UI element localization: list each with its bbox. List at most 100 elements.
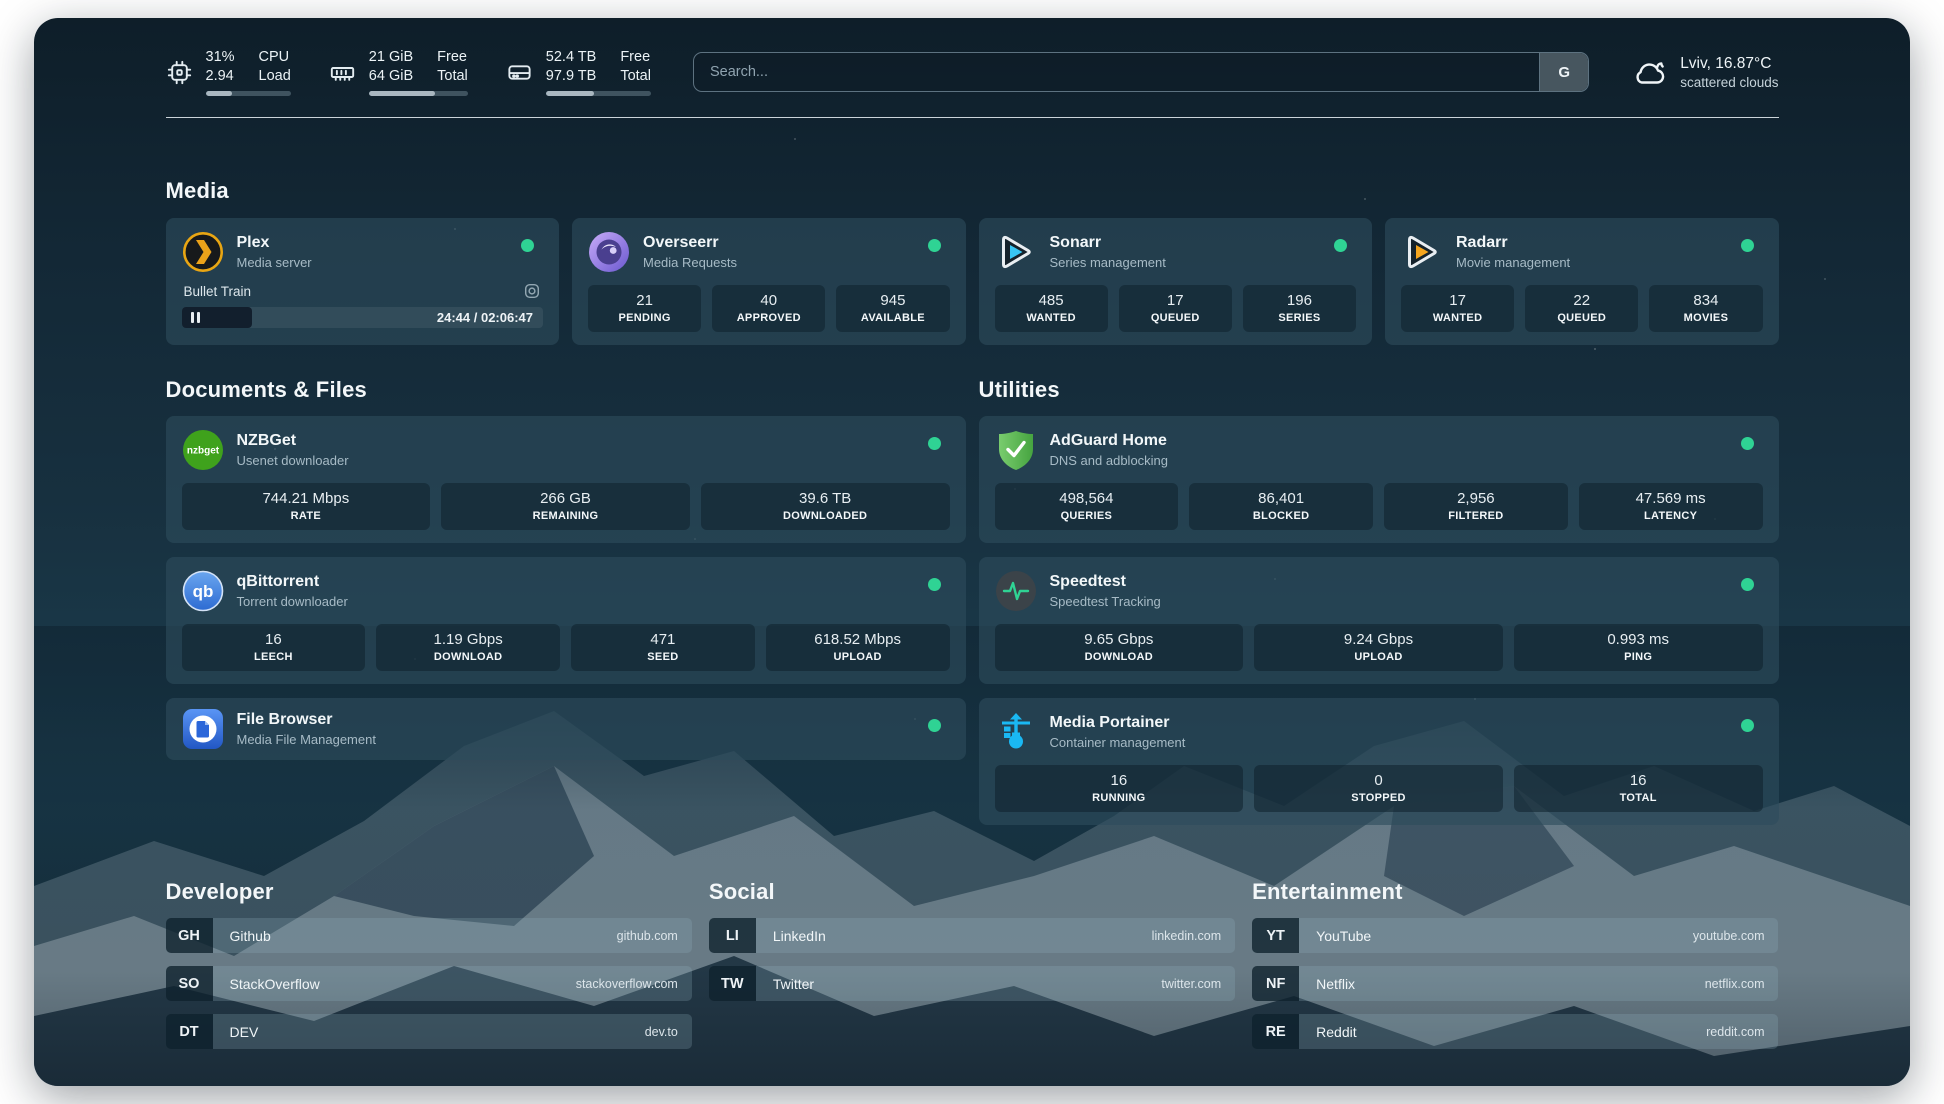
bookmark-reddit[interactable]: RE Reddit reddit.com (1252, 1014, 1779, 1049)
bookmark-url: linkedin.com (1151, 928, 1222, 943)
overseerr-icon (588, 231, 630, 273)
svg-text:nzbget: nzbget (186, 446, 219, 457)
bookmark-url: dev.to (644, 1024, 678, 1039)
bookmark-url: reddit.com (1706, 1024, 1765, 1039)
bookmark-twitter[interactable]: TW Twitter twitter.com (708, 966, 1236, 1001)
stat-box: 1.19 Gbps DOWNLOAD (376, 624, 560, 671)
system-stats: 31% 2.94 CPU Load (166, 48, 651, 97)
documents-column: Documents & Files nzbget NZBGet Usenet d… (165, 377, 966, 760)
stat-box: 9.24 Gbps UPLOAD (1254, 624, 1503, 671)
stat-value: 40 (760, 292, 778, 309)
app-card-plex[interactable]: Plex Media server Bullet Train (165, 218, 559, 345)
bookmark-linkedin[interactable]: LI LinkedIn linkedin.com (708, 918, 1236, 953)
bookmark-netflix[interactable]: NF Netflix netflix.com (1252, 966, 1779, 1001)
app-card-radarr[interactable]: Radarr Movie management 17 WANTED 22 QUE… (1385, 218, 1779, 345)
google-search-button[interactable]: G (1539, 53, 1589, 91)
stat-value: 16 (1110, 772, 1128, 789)
app-title: Sonarr (1049, 234, 1102, 251)
adguard-icon (995, 429, 1037, 471)
section-title-entertainment: Entertainment (1252, 879, 1403, 904)
app-title: Overseerr (643, 234, 719, 251)
stat-label: STOPPED (1351, 792, 1406, 804)
entertainment-column: Entertainment YT YouTube youtube.com NF … (1252, 879, 1779, 1062)
bookmark-abbr: SO (165, 966, 213, 1001)
disk-icon (506, 59, 533, 86)
stat-label: DOWNLOADED (783, 510, 868, 522)
bookmark-name: Reddit (1316, 1023, 1357, 1040)
bookmark-dev[interactable]: DT DEV dev.to (165, 1014, 692, 1049)
filebrowser-icon (182, 708, 224, 750)
stat-value: 744.21 Mbps (262, 490, 350, 507)
app-card-qbittorrent[interactable]: qb qBittorrent Torrent downloader 16 (165, 557, 966, 684)
bookmark-abbr: NF (1252, 966, 1300, 1001)
stat-value: 945 (880, 292, 906, 309)
stat-label: REMAINING (532, 510, 599, 522)
bookmark-url: netflix.com (1704, 976, 1765, 991)
search-input[interactable] (693, 53, 1540, 91)
bookmark-name: Twitter (772, 975, 815, 992)
stat-label: WANTED (1432, 312, 1483, 324)
stat-value: 17 (1449, 292, 1466, 309)
bookmark-stackoverflow[interactable]: SO StackOverflow stackoverflow.com (165, 966, 692, 1001)
stat-label: LEECH (253, 651, 293, 663)
bookmark-github[interactable]: GH Github github.com (165, 918, 692, 953)
app-subtitle: Usenet downloader (236, 453, 349, 468)
utilities-column: Utilities (978, 377, 1779, 825)
social-column: Social LI LinkedIn linkedin.com TW Twitt… (708, 879, 1236, 1014)
disk-stat-widget: 52.4 TB 97.9 TB Free Total (506, 48, 651, 97)
app-subtitle: Container management (1049, 735, 1186, 750)
stat-box: 21 PENDING (588, 285, 702, 332)
memory-labels: Free Total (437, 48, 468, 84)
dashboard-window: 31% 2.94 CPU Load (34, 18, 1910, 1086)
section-title-social: Social (708, 879, 775, 904)
app-card-portainer[interactable]: Media Portainer Container management 16 … (978, 698, 1779, 825)
bookmark-name: StackOverflow (229, 975, 320, 992)
app-card-sonarr[interactable]: Sonarr Series management 485 WANTED 17 Q… (978, 218, 1372, 345)
bookmark-abbr: RE (1252, 1014, 1300, 1049)
app-subtitle: Series management (1049, 255, 1166, 270)
stat-value: 485 (1038, 292, 1064, 309)
stat-value: 39.6 TB (799, 490, 852, 507)
app-card-overseerr[interactable]: Overseerr Media Requests 21 PENDING 40 A… (572, 218, 966, 345)
stat-box: 39.6 TB DOWNLOADED (700, 483, 950, 530)
app-subtitle: Speedtest Tracking (1049, 594, 1161, 609)
stat-label: MOVIES (1683, 312, 1729, 324)
app-card-speedtest[interactable]: Speedtest Speedtest Tracking 9.65 Gbps D… (978, 557, 1779, 684)
stat-box: 16 TOTAL (1513, 765, 1763, 812)
pause-icon (190, 312, 200, 323)
app-title: NZBGet (236, 432, 297, 449)
status-dot (1740, 578, 1754, 591)
bookmark-abbr: DT (165, 1014, 213, 1049)
stat-label: QUERIES (1060, 510, 1113, 522)
app-card-filebrowser[interactable]: File Browser Media File Management (165, 698, 966, 760)
stat-label: LATENCY (1644, 510, 1698, 522)
stat-label: DOWNLOAD (1084, 651, 1154, 663)
stat-value: 834 (1693, 292, 1719, 309)
sonarr-icon (995, 231, 1037, 273)
stat-value: 21 (636, 292, 653, 309)
app-card-adguard[interactable]: AdGuard Home DNS and adblocking 498,564 … (978, 416, 1779, 543)
header-divider (165, 117, 1779, 118)
stat-label: DOWNLOAD (433, 651, 503, 663)
stat-box: 16 RUNNING (994, 765, 1244, 812)
status-dot (1334, 239, 1347, 252)
stat-value: 9.65 Gbps (1084, 631, 1154, 648)
app-card-nzbget[interactable]: nzbget NZBGet Usenet downloader 744.21 M… (165, 416, 966, 543)
stat-box: 16 LEECH (181, 624, 366, 671)
stat-value: 498,564 (1059, 490, 1114, 507)
stat-value: 22 (1573, 292, 1591, 309)
stat-box: 17 WANTED (1401, 285, 1515, 332)
stat-value: 1.19 Gbps (433, 631, 503, 648)
stat-box: 2,956 FILTERED (1384, 483, 1568, 530)
stat-box: 9.65 Gbps DOWNLOAD (994, 624, 1244, 671)
session-view-icon[interactable] (523, 282, 541, 300)
stat-box: 744.21 Mbps RATE (181, 483, 431, 530)
stat-label: APPROVED (736, 312, 801, 324)
disk-labels: Free Total (620, 48, 651, 84)
app-title: qBittorrent (236, 573, 320, 590)
stat-value: 16 (265, 631, 282, 648)
disk-usage-bar (545, 91, 651, 97)
bookmark-youtube[interactable]: YT YouTube youtube.com (1252, 918, 1779, 953)
section-title-media: Media (165, 178, 229, 203)
stat-box: 266 GB REMAINING (441, 483, 690, 530)
